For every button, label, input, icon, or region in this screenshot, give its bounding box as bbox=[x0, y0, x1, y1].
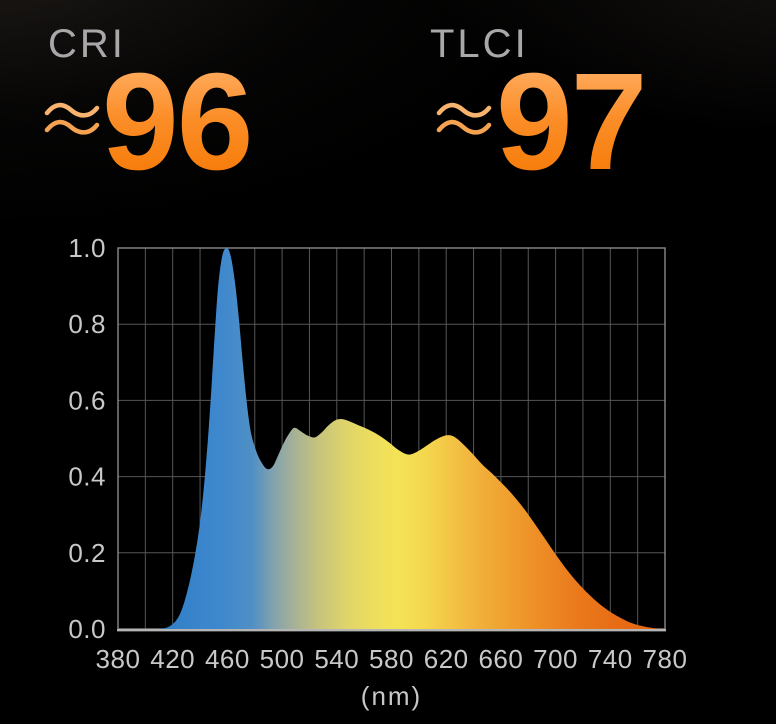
approx-wave-icon bbox=[44, 102, 100, 135]
tlci-label: TLCI bbox=[430, 22, 529, 66]
x-axis-unit-label: (nm) bbox=[361, 681, 422, 711]
tick-label: 500 bbox=[260, 644, 305, 674]
tlci-value: 97 bbox=[496, 45, 647, 199]
tick-label: 0.8 bbox=[68, 309, 106, 339]
approx-wave-icon bbox=[436, 102, 492, 135]
tick-label: 660 bbox=[478, 644, 523, 674]
tick-label: 700 bbox=[533, 644, 578, 674]
tick-label: 380 bbox=[96, 644, 141, 674]
cri-value: 96 bbox=[102, 45, 253, 199]
spectrum-curve bbox=[156, 247, 666, 630]
cri-label: CRI bbox=[48, 22, 126, 66]
tick-label: 780 bbox=[643, 644, 688, 674]
tick-label: 420 bbox=[150, 644, 195, 674]
tick-label: 540 bbox=[314, 644, 359, 674]
tick-label: 0.2 bbox=[68, 538, 106, 568]
tick-label: 1.0 bbox=[68, 233, 106, 263]
tick-label: 620 bbox=[424, 644, 469, 674]
tick-label: 740 bbox=[588, 644, 633, 674]
tick-label: 0.0 bbox=[68, 614, 106, 644]
tick-label: 460 bbox=[205, 644, 250, 674]
tick-label: 580 bbox=[369, 644, 414, 674]
spd-chart: 380 420 460 500 540 580 620 660 700 740 780 0.0 0.2 0… bbox=[68, 233, 688, 711]
tick-label: 0.6 bbox=[68, 385, 106, 415]
spd-chart-area: 380 420 460 500 540 580 620 660 700 740 780 0.0 0.2 0… bbox=[0, 220, 776, 724]
tick-label: 0.4 bbox=[68, 462, 106, 492]
